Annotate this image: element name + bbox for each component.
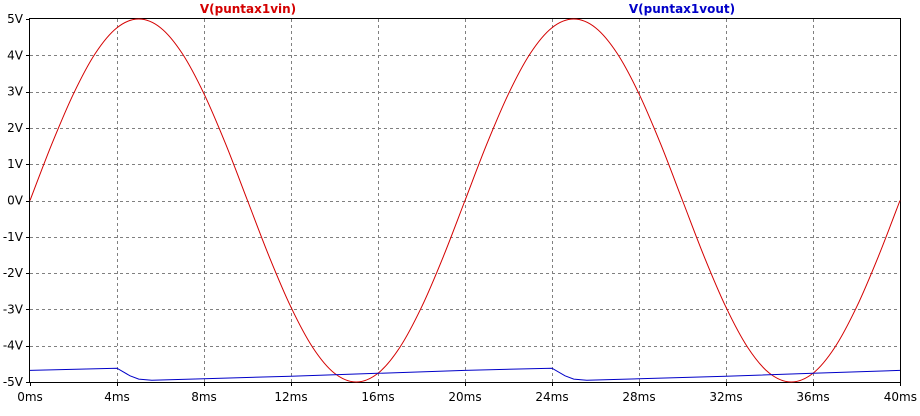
y-tick-label: 3V <box>7 85 24 99</box>
y-tick-label: 5V <box>7 12 24 26</box>
y-tick-label: -5V <box>3 375 24 389</box>
y-tick-label: -2V <box>3 266 24 280</box>
y-tick-label: -4V <box>3 339 24 353</box>
x-axis-tick-labels: 0ms 4ms 8ms 12ms 16ms 20ms 24ms 28ms 32ms 36ms 40m… <box>17 382 917 404</box>
y-tick-label: 1V <box>7 157 24 171</box>
y-tick-label: 4V <box>7 48 24 62</box>
legend-vout: V(puntax1vout) <box>629 2 735 16</box>
x-tick-label: 32ms <box>709 390 742 404</box>
y-tick-label: 0V <box>7 194 24 208</box>
y-tick-label: -3V <box>3 302 24 316</box>
y-tick-label: -1V <box>3 230 24 244</box>
x-tick-label: 4ms <box>104 390 130 404</box>
legend: V(puntax1vin) V(puntax1vout) <box>200 2 735 16</box>
series-line-vin <box>29 18 901 383</box>
grid-lines <box>30 19 900 382</box>
x-tick-label: 16ms <box>361 390 394 404</box>
series-line-vout <box>29 367 901 381</box>
series-lines <box>29 18 901 383</box>
legend-vin: V(puntax1vin) <box>200 2 296 16</box>
x-tick-label: 20ms <box>448 390 481 404</box>
x-tick-label: 40ms <box>884 390 917 404</box>
x-tick-label: 24ms <box>535 390 568 404</box>
x-tick-label: 8ms <box>191 390 217 404</box>
x-tick-label: 0ms <box>17 390 43 404</box>
x-tick-label: 36ms <box>796 390 829 404</box>
y-tick-label: 2V <box>7 121 24 135</box>
x-tick-label: 28ms <box>622 390 655 404</box>
x-tick-label: 12ms <box>274 390 307 404</box>
y-axis-tick-labels: 5V 4V 3V 2V 1V 0V -1V -2V -3V -4V -5V <box>3 12 30 389</box>
